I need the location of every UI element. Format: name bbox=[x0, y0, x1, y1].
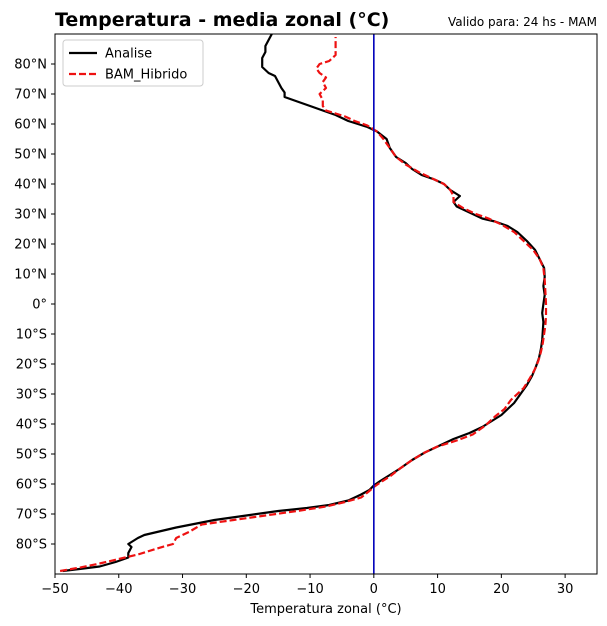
y-tick-label: 40°N bbox=[14, 178, 47, 193]
x-axis-label: Temperatura zonal (°C) bbox=[249, 602, 401, 617]
legend-label: Analise bbox=[105, 47, 152, 62]
x-tick-label: −20 bbox=[233, 582, 260, 597]
x-tick-label: −40 bbox=[105, 582, 132, 597]
y-tick-label: 40°S bbox=[16, 418, 47, 433]
y-tick-label: 60°N bbox=[14, 118, 47, 133]
y-tick-label: 20°N bbox=[14, 238, 47, 253]
series-line-bam-hibrido bbox=[59, 37, 548, 573]
y-tick-label: 50°S bbox=[16, 448, 47, 463]
x-tick-label: 10 bbox=[429, 582, 446, 597]
y-axis: 80°N 70°N 60°N 50°N 40°N 30°N 20°N 10°N 0° 10°S 20… bbox=[14, 58, 55, 553]
y-tick-label: 60°S bbox=[16, 478, 47, 493]
x-tick-label: −50 bbox=[41, 582, 68, 597]
x-tick-label: −10 bbox=[296, 582, 323, 597]
y-tick-label: 20°S bbox=[16, 358, 47, 373]
chart-subtitle: Valido para: 24 hs - MAM bbox=[448, 15, 597, 29]
y-tick-label: 10°S bbox=[16, 328, 47, 343]
x-tick-label: 20 bbox=[493, 582, 510, 597]
legend-box bbox=[62, 39, 204, 87]
legend: Analise BAM_Hibrido bbox=[62, 39, 204, 87]
legend-label: BAM_Hibrido bbox=[105, 68, 187, 83]
plot-frame bbox=[54, 33, 598, 575]
plot-area bbox=[59, 34, 548, 573]
y-tick-label: 0° bbox=[32, 298, 47, 313]
y-tick-label: 10°N bbox=[14, 268, 47, 283]
x-tick-label: −30 bbox=[169, 582, 196, 597]
x-axis: −50 −40 −30 −20 −10 0 10 20 30 bbox=[41, 574, 573, 597]
series-line-analise bbox=[62, 34, 546, 573]
x-tick-label: 30 bbox=[557, 582, 574, 597]
chart-title: Temperatura - media zonal (°C) bbox=[55, 9, 389, 31]
y-tick-label: 80°N bbox=[14, 58, 47, 73]
y-tick-label: 30°S bbox=[16, 388, 47, 403]
y-tick-label: 50°N bbox=[14, 148, 47, 163]
y-tick-label: 70°N bbox=[14, 88, 47, 103]
y-tick-label: 30°N bbox=[14, 208, 47, 223]
y-tick-label: 80°S bbox=[16, 538, 47, 553]
x-tick-label: 0 bbox=[370, 582, 378, 597]
y-tick-label: 70°S bbox=[16, 508, 47, 523]
